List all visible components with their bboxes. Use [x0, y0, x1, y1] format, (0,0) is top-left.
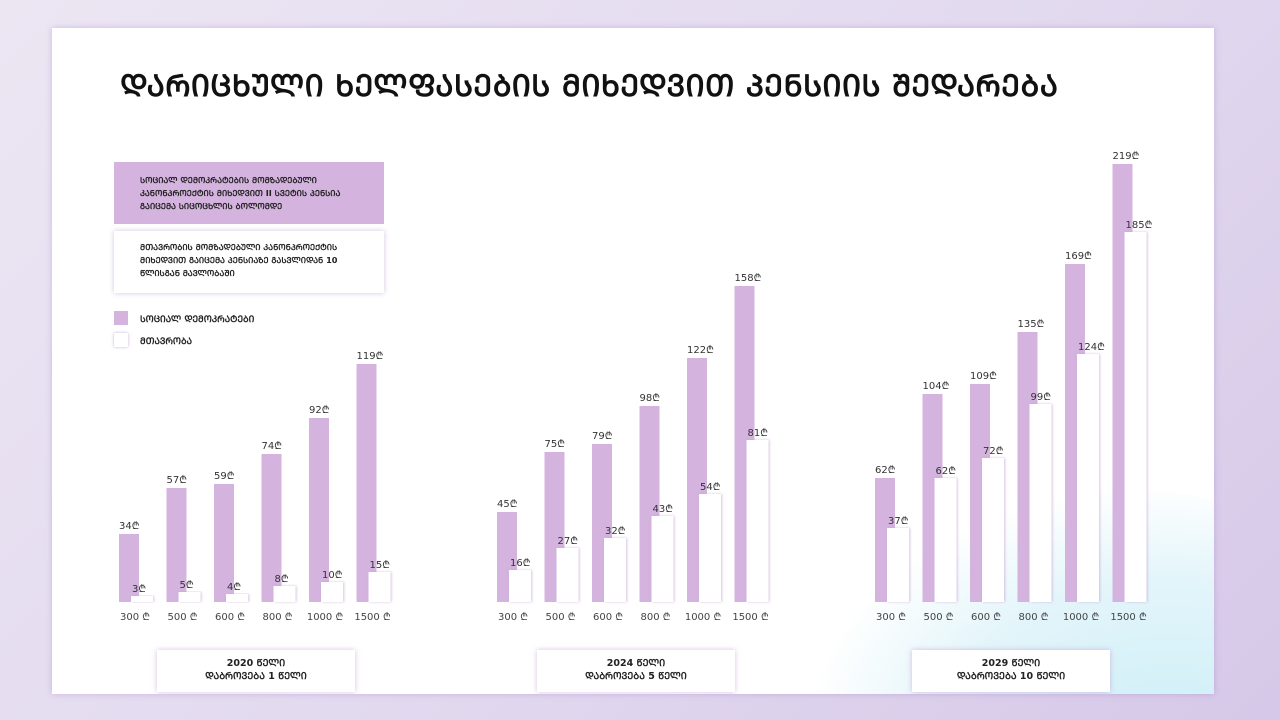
caption-retirement: ᲓᲐᲑᲠᲝᲕᲔᲑᲐ 1 ᲬᲔᲚᲘ: [205, 671, 307, 682]
data-label-government: 4₾: [227, 582, 241, 593]
bar-social-democrats: [261, 454, 282, 602]
data-label-social-democrats: 92₾: [309, 405, 330, 416]
data-label-social-democrats: 74₾: [262, 441, 283, 452]
x-tick-label: 800 ₾: [641, 612, 671, 623]
bar-government: [509, 570, 531, 602]
bar-government: [556, 548, 579, 602]
caption-retirement: ᲓᲐᲑᲠᲝᲕᲔᲑᲐ 10 ᲬᲔᲚᲘ: [956, 671, 1066, 682]
bar-government: [1124, 232, 1147, 602]
data-label-government: 43₾: [653, 504, 674, 515]
bar-government: [604, 538, 626, 602]
data-label-social-democrats: 62₾: [875, 465, 896, 476]
bar-government: [226, 594, 248, 602]
data-label-government: 124₾: [1078, 342, 1105, 353]
x-tick-label: 800 ₾: [1019, 612, 1049, 623]
data-label-social-democrats: 98₾: [640, 393, 661, 404]
data-label-government: 15₾: [370, 560, 391, 571]
x-tick-label: 1500 ₾: [1110, 612, 1147, 623]
data-label-social-democrats: 45₾: [497, 499, 518, 510]
data-label-government: 27₾: [558, 536, 579, 547]
data-label-social-democrats: 119₾: [357, 351, 384, 362]
bar-government: [1029, 404, 1052, 602]
data-label-government: 16₾: [510, 558, 531, 569]
data-label-social-democrats: 169₾: [1065, 251, 1092, 262]
data-label-government: 37₾: [888, 516, 909, 527]
data-label-social-democrats: 75₾: [545, 439, 566, 450]
data-label-social-democrats: 104₾: [923, 381, 950, 392]
x-tick-label: 500 ₾: [168, 612, 198, 623]
caption-year: 2024 ᲬᲔᲚᲘ: [606, 658, 666, 669]
legend-label: ᲛᲗᲐᲕᲠᲝᲑᲐ: [140, 336, 193, 347]
page-title: ᲓᲐᲠᲘᲪᲮᲣᲚᲘ ᲮᲔᲚᲤᲐᲡᲔᲑᲘᲡ ᲛᲘᲮᲔᲓᲕᲘᲗ ᲞᲔᲜᲡᲘᲘᲡ ᲨᲔ…: [120, 69, 1059, 104]
x-tick-label: 800 ₾: [263, 612, 293, 623]
chart-caption-2029: 2029 ᲬᲔᲚᲘ ᲓᲐᲑᲠᲝᲕᲔᲑᲐ 10 ᲬᲔᲚᲘ: [912, 650, 1110, 692]
bar-social-democrats: [166, 488, 187, 602]
data-label-social-democrats: 79₾: [592, 431, 613, 442]
bar-government: [1077, 354, 1099, 602]
chart-caption-2024: 2024 ᲬᲔᲚᲘ ᲓᲐᲑᲠᲝᲕᲔᲑᲐ 5 ᲬᲔᲚᲘ: [537, 650, 735, 692]
x-tick-label: 500 ₾: [924, 612, 954, 623]
x-tick-label: 1500 ₾: [732, 612, 769, 623]
x-tick-label: 600 ₾: [593, 612, 623, 623]
legend-item-government: ᲛᲗᲐᲕᲠᲝᲑᲐ: [114, 333, 192, 347]
x-tick-label: 300 ₾: [120, 612, 150, 623]
x-tick-label: 600 ₾: [971, 612, 1001, 623]
bar-government: [982, 458, 1004, 602]
x-tick-label: 300 ₾: [876, 612, 906, 623]
bar-government: [321, 582, 343, 602]
data-label-social-democrats: 109₾: [970, 371, 997, 382]
data-label-social-democrats: 219₾: [1113, 151, 1140, 162]
bar-government: [887, 528, 909, 602]
legend-item-social-democrats: ᲡᲝᲪᲘᲐᲚ ᲓᲔᲛᲝᲙᲠᲐᲢᲔᲑᲘ: [114, 311, 254, 325]
bar-government: [699, 494, 721, 602]
bar-government: [178, 592, 201, 602]
caption-year: 2029 ᲬᲔᲚᲘ: [981, 658, 1041, 669]
note-government: ᲛᲗᲐᲕᲠᲝᲑᲘᲡ ᲛᲝᲛᲖᲐᲓᲔᲑᲣᲚᲘ ᲙᲐᲜᲝᲜᲞᲠᲝᲔᲥᲢᲘᲡ ᲛᲘᲮᲔ…: [114, 231, 384, 293]
data-label-government: 32₾: [605, 526, 626, 537]
x-tick-label: 500 ₾: [546, 612, 576, 623]
legend-swatch-social-democrats: [114, 311, 128, 325]
data-label-government: 62₾: [936, 466, 957, 477]
data-label-government: 8₾: [275, 574, 289, 585]
bar-government: [651, 516, 674, 602]
bar-social-democrats: [119, 534, 139, 602]
bar-government: [746, 440, 769, 602]
bar-government: [131, 596, 153, 602]
chart-caption-2020: 2020 ᲬᲔᲚᲘ ᲓᲐᲑᲠᲝᲕᲔᲑᲐ 1 ᲬᲔᲚᲘ: [157, 650, 355, 692]
data-label-government: 5₾: [180, 580, 194, 591]
x-tick-label: 1000 ₾: [1063, 612, 1100, 623]
data-label-government: 81₾: [748, 428, 769, 439]
data-label-social-democrats: 135₾: [1018, 319, 1045, 330]
x-tick-label: 1000 ₾: [307, 612, 344, 623]
x-tick-label: 300 ₾: [498, 612, 528, 623]
bar-charts: 34₾ 3₾ 300 ₾ 57₾ 5₾ 500 ₾ 59₾ 4₾ 600 ₾ 74₾ 8₾ 800 ₾…: [119, 151, 1153, 623]
bar-government: [368, 572, 391, 602]
data-label-social-democrats: 59₾: [214, 471, 235, 482]
data-label-government: 3₾: [132, 584, 146, 595]
bar-social-democrats: [309, 418, 329, 602]
bar-social-democrats: [356, 364, 377, 602]
data-label-social-democrats: 122₾: [687, 345, 714, 356]
caption-year: 2020 ᲬᲔᲚᲘ: [226, 658, 286, 669]
x-tick-label: 1500 ₾: [354, 612, 391, 623]
data-label-social-democrats: 158₾: [735, 273, 762, 284]
data-label-social-democrats: 34₾: [119, 521, 140, 532]
data-label-government: 54₾: [700, 482, 721, 493]
note-social-democrats: ᲡᲝᲪᲘᲐᲚ ᲓᲔᲛᲝᲙᲠᲐᲢᲔᲑᲘᲡ ᲛᲝᲛᲖᲐᲓᲔᲑᲣᲚᲘ ᲙᲐᲜᲝᲜᲞᲠᲝ…: [114, 162, 384, 224]
caption-retirement: ᲓᲐᲑᲠᲝᲕᲔᲑᲐ 5 ᲬᲔᲚᲘ: [585, 671, 687, 682]
data-label-government: 185₾: [1126, 220, 1153, 231]
data-label-social-democrats: 57₾: [167, 475, 188, 486]
x-tick-label: 600 ₾: [215, 612, 245, 623]
legend-label: ᲡᲝᲪᲘᲐᲚ ᲓᲔᲛᲝᲙᲠᲐᲢᲔᲑᲘ: [140, 314, 255, 325]
data-label-government: 10₾: [322, 570, 343, 581]
x-tick-label: 1000 ₾: [685, 612, 722, 623]
data-label-government: 99₾: [1031, 392, 1052, 403]
data-label-government: 72₾: [983, 446, 1004, 457]
bar-social-democrats: [214, 484, 234, 602]
bar-government: [934, 478, 957, 602]
legend-swatch-government: [114, 333, 128, 347]
slide: ᲓᲐᲠᲘᲪᲮᲣᲚᲘ ᲮᲔᲚᲤᲐᲡᲔᲑᲘᲡ ᲛᲘᲮᲔᲓᲕᲘᲗ ᲞᲔᲜᲡᲘᲘᲡ ᲨᲔ…: [52, 28, 1214, 694]
bar-government: [273, 586, 296, 602]
